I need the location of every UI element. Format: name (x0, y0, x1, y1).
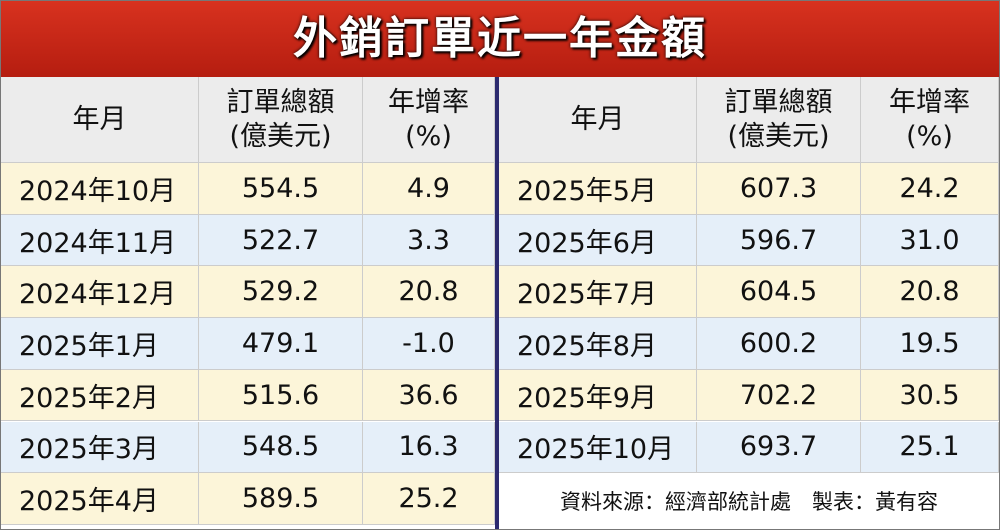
header-text: 年月 (72, 103, 127, 135)
month-cell: 2025年8月 (499, 318, 697, 370)
value-cell: 3.3 (363, 214, 495, 267)
value-cell: -1.0 (363, 318, 495, 370)
value-cell: 693.7 (697, 421, 861, 474)
title: 外銷訂單近一年金額 (1, 1, 999, 77)
value-cell: 31.0 (861, 214, 999, 267)
month-cell: 2025年3月 (1, 421, 199, 474)
header-text: 年月 (570, 103, 625, 135)
divider (495, 77, 499, 529)
month-cell: 2025年7月 (499, 266, 697, 319)
month-cell: 2024年12月 (1, 266, 199, 319)
header-text: 年增率 (889, 86, 970, 118)
month-cell: 2025年6月 (499, 214, 697, 267)
month-cell: 2024年10月 (1, 163, 199, 215)
value-cell: 24.2 (861, 163, 999, 215)
header-text: (億美元) (229, 120, 332, 152)
month-cell: 2025年9月 (499, 369, 697, 422)
value-cell: 607.3 (697, 163, 861, 215)
source-note: 資料來源：經濟部統計處 製表：黃有容 (560, 490, 938, 514)
value-cell: 600.2 (697, 318, 861, 370)
value-cell: 36.6 (363, 369, 495, 422)
value-cell: 522.7 (199, 214, 363, 267)
value-cell: 548.5 (199, 421, 363, 474)
header-cell: 年月 (1, 77, 199, 163)
header-text: 訂單總額 (226, 86, 335, 118)
month-cell: 2025年1月 (1, 318, 199, 370)
header-cell: 年月 (499, 77, 697, 163)
value-cell: 30.5 (861, 369, 999, 422)
value-cell: 589.5 (199, 473, 363, 525)
value-cell: 515.6 (199, 369, 363, 422)
header-cell: 年增率 (%) (363, 77, 495, 163)
header-text: 年增率 (388, 86, 469, 118)
value-cell: 554.5 (199, 163, 363, 215)
value-cell: 702.2 (697, 369, 861, 422)
value-cell: 19.5 (861, 318, 999, 370)
value-cell: 20.8 (363, 266, 495, 319)
header-cell: 年增率 (%) (861, 77, 999, 163)
value-cell: 20.8 (861, 266, 999, 319)
month-cell: 2025年2月 (1, 369, 199, 422)
value-cell: 4.9 (363, 163, 495, 215)
header-cell: 訂單總額 (億美元) (199, 77, 363, 163)
month-cell: 2025年10月 (499, 421, 697, 474)
value-cell: 596.7 (697, 214, 861, 267)
value-cell: 529.2 (199, 266, 363, 319)
value-cell: 479.1 (199, 318, 363, 370)
header-text: (%) (405, 120, 452, 152)
month-cell: 2025年4月 (1, 473, 199, 525)
header-text: (%) (906, 120, 953, 152)
header-text: 訂單總額 (724, 86, 833, 118)
value-cell: 16.3 (363, 421, 495, 474)
value-cell: 604.5 (697, 266, 861, 319)
header-text: (億美元) (727, 120, 830, 152)
value-cell: 25.1 (861, 421, 999, 474)
header-cell: 訂單總額 (億美元) (697, 77, 861, 163)
month-cell: 2024年11月 (1, 214, 199, 267)
value-cell: 25.2 (363, 473, 495, 525)
month-cell: 2025年5月 (499, 163, 697, 215)
